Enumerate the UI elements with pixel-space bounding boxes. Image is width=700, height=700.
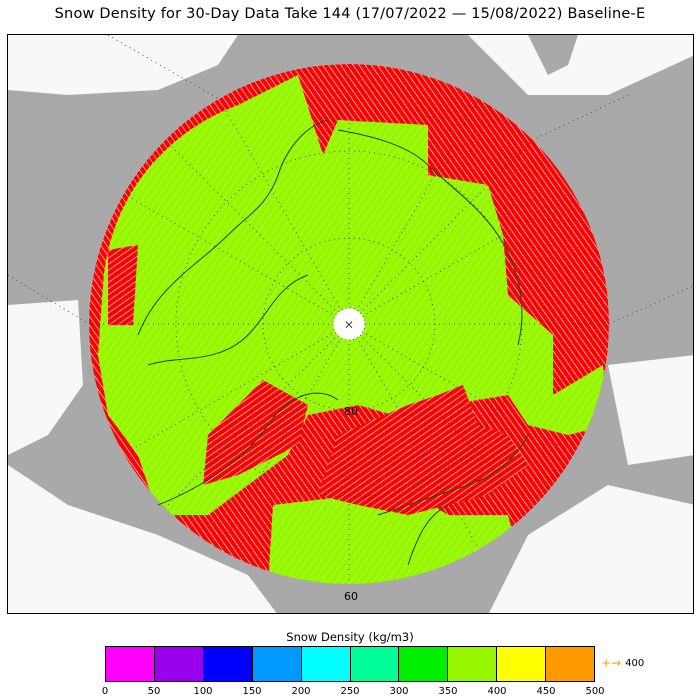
- legend-swatch: [399, 647, 449, 681]
- legend-tick: 400: [487, 686, 507, 697]
- legend-swatch: [497, 647, 547, 681]
- legend-swatch: [350, 647, 400, 681]
- legend-tick: 200: [291, 686, 311, 697]
- legend-overflow-label: 400: [625, 657, 645, 669]
- graticule: [8, 35, 693, 584]
- lat-label-80: 80: [344, 405, 358, 418]
- ocean-regions: [8, 35, 693, 613]
- coastlines: [137, 119, 529, 566]
- legend-tick: 450: [536, 686, 556, 697]
- legend-tick: 250: [340, 686, 360, 697]
- legend-tick: 300: [389, 686, 409, 697]
- red-patch-greenland: [203, 380, 308, 485]
- polar-map-svg: ⨉ 80 60: [8, 35, 693, 613]
- legend-swatch: [448, 647, 498, 681]
- legend-tick: 0: [101, 686, 109, 697]
- legend-swatch: [106, 647, 155, 681]
- pole-gap: [333, 308, 365, 340]
- legend-title: Snow Density (kg/m3): [286, 630, 414, 644]
- legend-tick: 150: [242, 686, 262, 697]
- legend-swatch: [252, 647, 302, 681]
- legend-color-bar: [105, 646, 595, 682]
- legend-swatch: [203, 647, 253, 681]
- arrow-right-icon: +→: [601, 656, 622, 670]
- legend-overflow: +→ 400: [601, 656, 644, 670]
- legend-tick: 50: [147, 686, 161, 697]
- legend-swatch: [301, 647, 351, 681]
- lat-label-60: 60: [344, 590, 358, 603]
- legend-tick: 100: [193, 686, 213, 697]
- pole-marker: ⨉: [345, 321, 352, 331]
- legend-swatch: [154, 647, 204, 681]
- polar-map[interactable]: ⨉ 80 60: [7, 34, 694, 614]
- legend-ticks: 0 50 100 150 200 250 300 350 400 450 500: [101, 686, 605, 700]
- chart-title: Snow Density for 30-Day Data Take 144 (1…: [54, 6, 646, 22]
- legend-tick: 500: [585, 686, 605, 697]
- legend-tick: 350: [438, 686, 458, 697]
- green-region: [98, 75, 608, 515]
- legend-swatch: [546, 647, 595, 681]
